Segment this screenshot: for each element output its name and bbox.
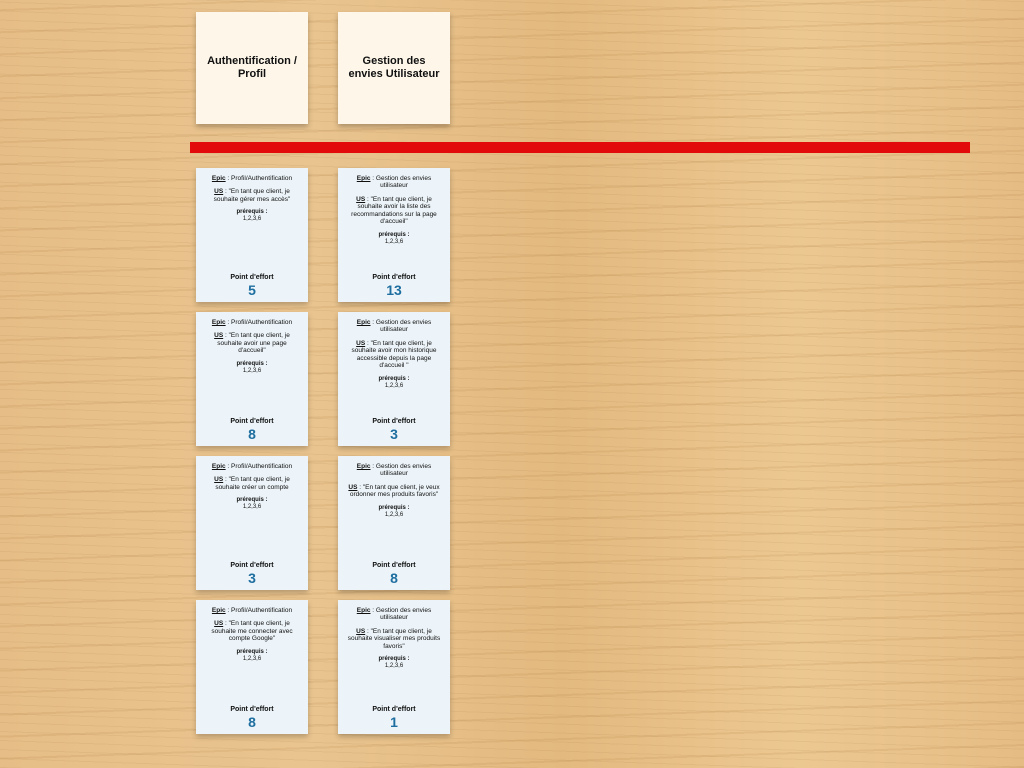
red-divider	[190, 142, 970, 153]
story-us: US : "En tant que client, je souhaite av…	[201, 332, 303, 354]
story-card[interactable]: Epic : Profil/Authentification US : "En …	[196, 456, 308, 590]
story-epic: Epic : Gestion des envies utilisateur	[343, 463, 445, 478]
story-epic: Epic : Profil/Authentification	[201, 175, 303, 182]
story-us: US : "En tant que client, je souhaite av…	[343, 196, 445, 226]
story-column-wish: Epic : Gestion des envies utilisateur US…	[338, 168, 450, 734]
story-effort-label: Point d'effort	[201, 706, 303, 713]
story-effort-label: Point d'effort	[201, 562, 303, 569]
story-effort-label: Point d'effort	[201, 418, 303, 425]
story-prereq-label: prérequis :	[201, 361, 303, 367]
story-us: US : "En tant que client, je veux ordonn…	[343, 484, 445, 499]
story-effort-label: Point d'effort	[343, 418, 445, 425]
story-epic: Epic : Profil/Authentification	[201, 607, 303, 614]
story-effort-value: 8	[201, 426, 303, 442]
story-effort-value: 13	[343, 282, 445, 298]
kanban-board: Authentification / Profil Gestion des en…	[0, 0, 1024, 768]
story-card[interactable]: Epic : Profil/Authentification US : "En …	[196, 312, 308, 446]
story-us: US : "En tant que client, je souhaite cr…	[201, 476, 303, 491]
story-prereq-label: prérequis :	[343, 376, 445, 382]
story-us: US : "En tant que client, je souhaite gé…	[201, 188, 303, 203]
epic-card-auth[interactable]: Authentification / Profil	[196, 12, 308, 124]
story-effort-label: Point d'effort	[343, 274, 445, 281]
story-effort-label: Point d'effort	[201, 274, 303, 281]
story-column-auth: Epic : Profil/Authentification US : "En …	[196, 168, 308, 734]
story-card[interactable]: Epic : Profil/Authentification US : "En …	[196, 168, 308, 302]
epic-title: Gestion des envies Utilisateur	[346, 55, 442, 81]
story-prereq-label: prérequis :	[201, 209, 303, 215]
story-card[interactable]: Epic : Gestion des envies utilisateur US…	[338, 456, 450, 590]
story-columns: Epic : Profil/Authentification US : "En …	[196, 168, 450, 734]
story-card[interactable]: Epic : Gestion des envies utilisateur US…	[338, 312, 450, 446]
story-effort-value: 1	[343, 714, 445, 730]
story-effort-value: 8	[343, 570, 445, 586]
story-effort-value: 8	[201, 714, 303, 730]
story-epic: Epic : Profil/Authentification	[201, 319, 303, 326]
story-prereq-label: prérequis :	[201, 497, 303, 503]
story-us: US : "En tant que client, je souhaite me…	[201, 620, 303, 642]
story-epic: Epic : Profil/Authentification	[201, 463, 303, 470]
story-card[interactable]: Epic : Profil/Authentification US : "En …	[196, 600, 308, 734]
story-card[interactable]: Epic : Gestion des envies utilisateur US…	[338, 168, 450, 302]
story-prereq-label: prérequis :	[201, 649, 303, 655]
story-epic: Epic : Gestion des envies utilisateur	[343, 319, 445, 334]
epic-card-wish[interactable]: Gestion des envies Utilisateur	[338, 12, 450, 124]
story-us: US : "En tant que client, je souhaite vi…	[343, 628, 445, 650]
story-prereq-label: prérequis :	[343, 232, 445, 238]
story-epic: Epic : Gestion des envies utilisateur	[343, 175, 445, 190]
story-us: US : "En tant que client, je souhaite av…	[343, 340, 445, 370]
story-prereq-label: prérequis :	[343, 505, 445, 511]
story-card[interactable]: Epic : Gestion des envies utilisateur US…	[338, 600, 450, 734]
story-effort-value: 3	[201, 570, 303, 586]
story-effort-value: 3	[343, 426, 445, 442]
story-epic: Epic : Gestion des envies utilisateur	[343, 607, 445, 622]
epic-title: Authentification / Profil	[204, 55, 300, 81]
epic-header-row: Authentification / Profil Gestion des en…	[196, 12, 450, 124]
story-prereq-label: prérequis :	[343, 656, 445, 662]
story-effort-label: Point d'effort	[343, 562, 445, 569]
story-effort-label: Point d'effort	[343, 706, 445, 713]
story-effort-value: 5	[201, 282, 303, 298]
